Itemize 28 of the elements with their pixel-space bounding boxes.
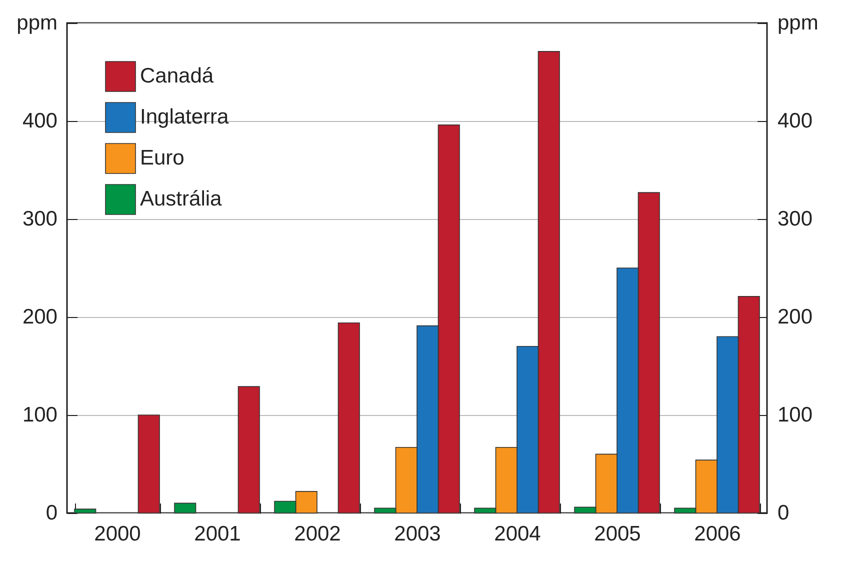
x-tick-label: 2005 <box>594 522 641 546</box>
y2-tick-label: 300 <box>778 208 813 230</box>
x-tick-label: 2001 <box>194 522 241 546</box>
legend-label: Euro <box>140 146 184 170</box>
bar <box>138 414 160 514</box>
y-tick-label: 400 <box>22 110 58 132</box>
bar <box>74 508 96 514</box>
y-tick-label: 0 <box>46 502 58 524</box>
x-tick-label: 2004 <box>494 522 542 546</box>
y2-tick-label: 400 <box>778 110 813 132</box>
x-tick-label: 2002 <box>294 522 341 546</box>
y2-tick-label: 200 <box>778 306 813 328</box>
y-tick-label: 200 <box>22 306 58 328</box>
legend-label: Canadá <box>140 64 214 88</box>
y-tick-label: ppm <box>16 12 58 34</box>
bar <box>238 386 260 514</box>
x-tick-label: 2006 <box>694 522 741 546</box>
y-tick-label: 100 <box>22 404 58 426</box>
bar <box>338 322 360 514</box>
y2-tick-label: 100 <box>778 404 813 426</box>
y2-tick-label: 0 <box>778 502 790 524</box>
y2-tick-label: ppm <box>778 12 818 34</box>
x-tick-label: 2000 <box>94 522 141 546</box>
x-tick-label: 2003 <box>394 522 441 546</box>
legend-label: Inglaterra <box>140 106 230 128</box>
y-tick-label: 300 <box>22 208 58 230</box>
bar <box>174 502 196 514</box>
legend-label: Austrália <box>140 188 222 210</box>
